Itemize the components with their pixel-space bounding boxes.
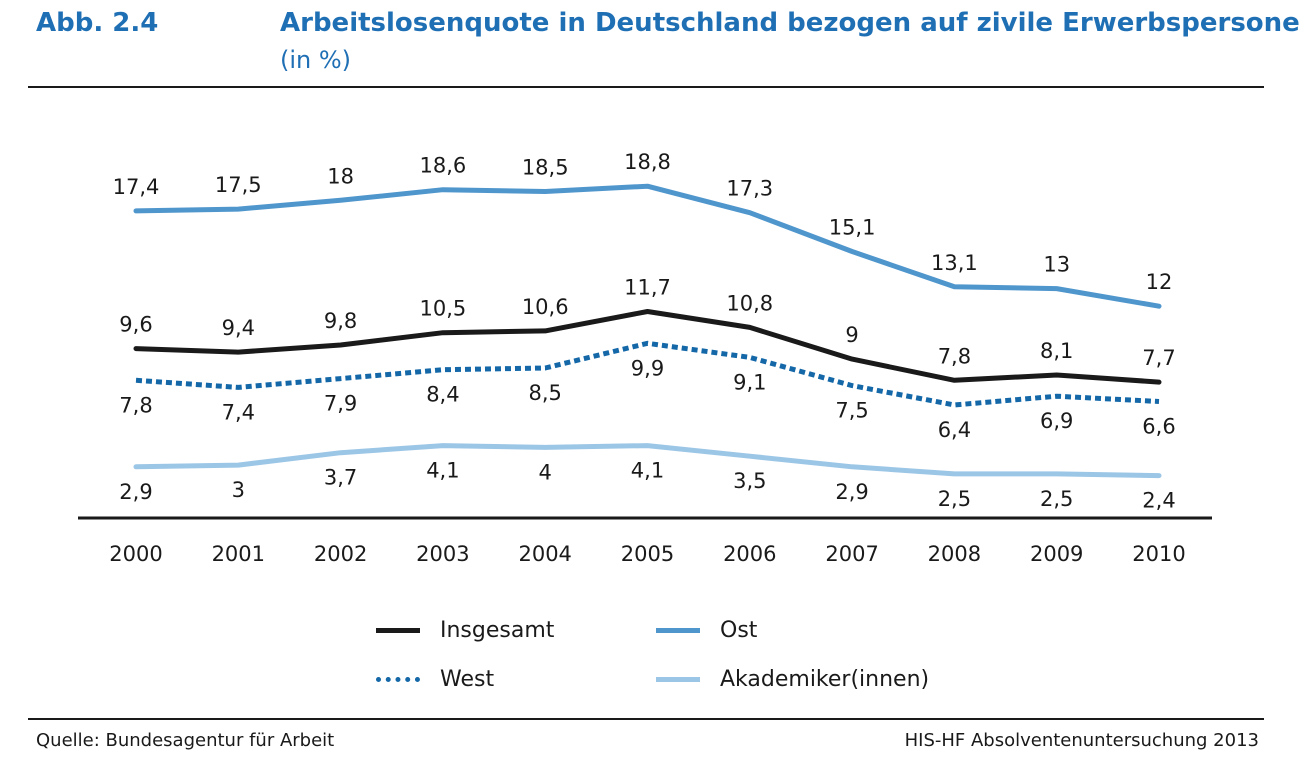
data-label-west: 7,8 xyxy=(119,393,152,417)
chart-title: Arbeitslosenquote in Deutschland bezogen… xyxy=(280,8,1301,38)
legend-label-ost: Ost xyxy=(720,618,758,643)
data-label-ost: 15,1 xyxy=(829,215,876,239)
data-label-ost: 17,5 xyxy=(215,173,262,197)
legend-item-ost: Ost xyxy=(656,618,757,643)
data-label-ost: 12 xyxy=(1146,270,1173,294)
legend-label-west: West xyxy=(440,667,495,692)
data-label-west: 9,1 xyxy=(733,370,766,394)
x-tick-label: 2002 xyxy=(314,542,367,566)
x-tick-label: 2007 xyxy=(825,542,878,566)
legend-label-akademiker: Akademiker(innen) xyxy=(720,667,930,692)
data-label-west: 9,9 xyxy=(631,356,664,380)
data-label-west: 6,6 xyxy=(1142,415,1175,439)
data-label-akademiker-innen: 2,9 xyxy=(119,480,152,504)
data-label-ost: 13,1 xyxy=(931,251,978,275)
legend-item-akademiker: Akademiker(innen) xyxy=(656,667,929,692)
data-label-ost: 18,6 xyxy=(420,154,467,178)
x-tick-label: 2000 xyxy=(109,542,162,566)
legend-swatch-akademiker xyxy=(656,677,700,682)
data-label-ost: 18,5 xyxy=(522,155,569,179)
data-label-insgesamt: 7,8 xyxy=(938,344,971,368)
data-label-insgesamt: 10,8 xyxy=(726,291,773,315)
top-rule xyxy=(28,86,1264,88)
series-line-insgesamt xyxy=(133,309,1162,385)
legend-label-insgesamt: Insgesamt xyxy=(440,618,555,643)
data-label-ost: 13 xyxy=(1043,253,1070,277)
x-tick-label: 2009 xyxy=(1030,542,1083,566)
x-tick-label: 2006 xyxy=(723,542,776,566)
chart-subtitle: (in %) xyxy=(280,46,352,74)
series-line-west xyxy=(135,340,1160,408)
data-label-west: 8,4 xyxy=(426,383,459,407)
data-label-ost: 18,8 xyxy=(624,150,671,174)
data-label-west: 7,4 xyxy=(222,400,255,424)
data-label-west: 7,9 xyxy=(324,392,357,416)
data-label-west: 8,5 xyxy=(528,381,561,405)
data-label-ost: 17,4 xyxy=(113,175,160,199)
data-label-insgesamt: 9 xyxy=(845,323,858,347)
x-tick-label: 2010 xyxy=(1132,542,1185,566)
data-label-akademiker-innen: 4,1 xyxy=(631,459,664,483)
data-label-akademiker-innen: 2,5 xyxy=(938,487,971,511)
series-line-akademiker-innen xyxy=(133,443,1162,479)
data-label-west: 6,9 xyxy=(1040,409,1073,433)
x-tick-label: 2008 xyxy=(928,542,981,566)
legend-swatch-ost xyxy=(656,628,700,633)
source-note: Quelle: Bundesagentur für Arbeit xyxy=(36,730,335,751)
data-label-west: 6,4 xyxy=(938,418,971,442)
data-label-ost: 17,3 xyxy=(726,177,773,201)
figure-label: Abb. 2.4 xyxy=(36,8,159,38)
credit-note: HIS-HF Absolventenuntersuchung 2013 xyxy=(904,730,1259,751)
data-label-insgesamt: 8,1 xyxy=(1040,339,1073,363)
legend-swatch-west xyxy=(376,677,420,682)
data-label-akademiker-innen: 4 xyxy=(539,460,552,484)
data-label-akademiker-innen: 3 xyxy=(232,478,245,502)
x-tick-label: 2003 xyxy=(416,542,469,566)
data-label-akademiker-innen: 2,4 xyxy=(1142,489,1175,513)
legend-item-west: West xyxy=(376,667,494,692)
legend-item-insgesamt: Insgesamt xyxy=(376,618,554,643)
data-label-akademiker-innen: 3,5 xyxy=(733,469,766,493)
data-label-ost: 18 xyxy=(327,164,354,188)
legend-swatch-insgesamt xyxy=(376,628,420,633)
x-tick-label: 2004 xyxy=(518,542,571,566)
data-label-insgesamt: 9,4 xyxy=(222,316,255,340)
x-tick-label: 2001 xyxy=(212,542,265,566)
x-tick-label: 2005 xyxy=(621,542,674,566)
data-label-west: 7,5 xyxy=(835,399,868,423)
data-label-insgesamt: 9,6 xyxy=(119,313,152,337)
data-label-insgesamt: 11,7 xyxy=(624,275,671,299)
data-label-akademiker-innen: 4,1 xyxy=(426,459,459,483)
data-label-insgesamt: 7,7 xyxy=(1142,346,1175,370)
data-label-insgesamt: 9,8 xyxy=(324,309,357,333)
data-label-akademiker-innen: 2,5 xyxy=(1040,487,1073,511)
data-label-akademiker-innen: 2,9 xyxy=(835,480,868,504)
data-label-insgesamt: 10,6 xyxy=(522,295,569,319)
bottom-rule xyxy=(28,718,1264,720)
data-label-insgesamt: 10,5 xyxy=(420,297,467,321)
data-label-akademiker-innen: 3,7 xyxy=(324,466,357,490)
series-line-ost xyxy=(133,183,1162,309)
